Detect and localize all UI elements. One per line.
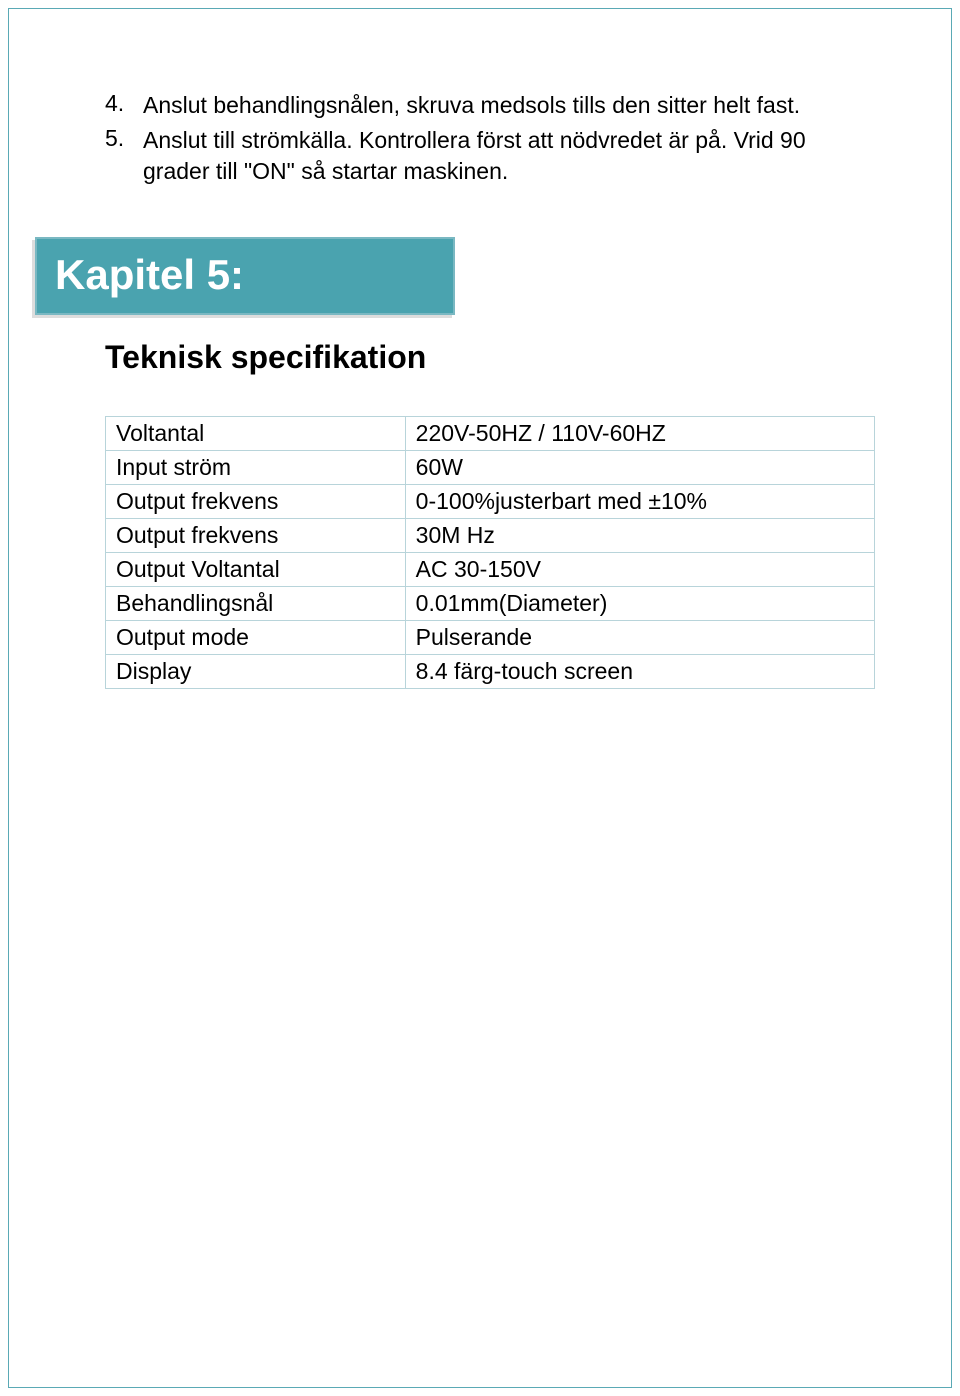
spec-label: Output frekvens [106, 519, 406, 553]
table-row: Output frekvens 0-100%justerbart med ±10… [106, 485, 875, 519]
spec-label: Display [106, 655, 406, 689]
table-row: Output mode Pulserande [106, 621, 875, 655]
spec-label: Output mode [106, 621, 406, 655]
table-row: Display 8.4 färg-touch screen [106, 655, 875, 689]
page-content: 4. Anslut behandlingsnålen, skruva medso… [105, 90, 870, 689]
table-row: Behandlingsnål 0.01mm(Diameter) [106, 587, 875, 621]
spec-table-body: Voltantal 220V-50HZ / 110V-60HZ Input st… [106, 417, 875, 689]
chapter-heading-box: Kapitel 5: [35, 237, 455, 315]
spec-label: Behandlingsnål [106, 587, 406, 621]
spec-table: Voltantal 220V-50HZ / 110V-60HZ Input st… [105, 416, 875, 689]
spec-value: 60W [405, 451, 874, 485]
spec-label: Voltantal [106, 417, 406, 451]
list-item: 5. Anslut till strömkälla. Kontrollera f… [105, 125, 870, 187]
spec-value: Pulserande [405, 621, 874, 655]
spec-value: 0-100%justerbart med ±10% [405, 485, 874, 519]
list-text: Anslut till strömkälla. Kontrollera förs… [143, 125, 870, 187]
list-text: Anslut behandlingsnålen, skruva medsols … [143, 90, 800, 121]
list-number: 5. [105, 125, 143, 187]
list-item: 4. Anslut behandlingsnålen, skruva medso… [105, 90, 870, 121]
table-row: Output Voltantal AC 30-150V [106, 553, 875, 587]
chapter-label: Kapitel 5: [55, 251, 435, 299]
section-title: Teknisk specifikation [105, 339, 870, 376]
spec-value: 8.4 färg-touch screen [405, 655, 874, 689]
spec-value: 0.01mm(Diameter) [405, 587, 874, 621]
spec-label: Input ström [106, 451, 406, 485]
spec-value: 220V-50HZ / 110V-60HZ [405, 417, 874, 451]
table-row: Input ström 60W [106, 451, 875, 485]
table-row: Output frekvens 30M Hz [106, 519, 875, 553]
list-number: 4. [105, 90, 143, 121]
spec-label: Output Voltantal [106, 553, 406, 587]
spec-value: 30M Hz [405, 519, 874, 553]
table-row: Voltantal 220V-50HZ / 110V-60HZ [106, 417, 875, 451]
spec-label: Output frekvens [106, 485, 406, 519]
spec-value: AC 30-150V [405, 553, 874, 587]
